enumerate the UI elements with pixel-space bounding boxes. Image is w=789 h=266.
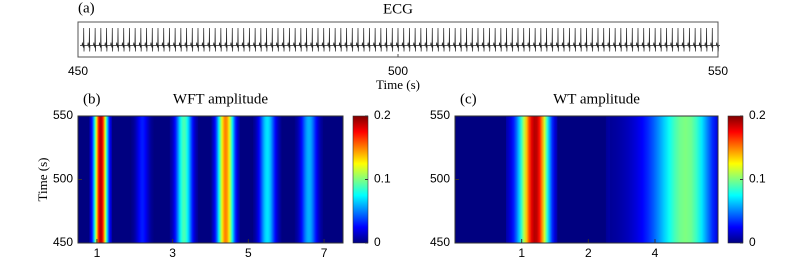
- chart-title: ECG: [383, 1, 413, 17]
- ridge: [609, 116, 718, 243]
- x-tick-label: 500: [388, 64, 408, 78]
- x-tick-label: 1: [518, 246, 525, 260]
- colorbar-tick-label: 0.2: [749, 108, 766, 122]
- x-axis-label: Time (s): [376, 77, 420, 92]
- colorbar-tick-label: 0.1: [749, 172, 766, 186]
- ridge: [131, 116, 154, 243]
- chart-title: WFT amplitude: [173, 91, 268, 107]
- y-tick-label: 500: [430, 172, 450, 186]
- ridge: [89, 116, 113, 243]
- y-axis-label: Time (s): [35, 158, 50, 202]
- colorbar-tick-label: 0: [374, 235, 381, 249]
- x-tick-label: 450: [68, 64, 88, 78]
- x-tick-label: 550: [708, 64, 728, 78]
- ridge: [211, 116, 240, 243]
- x-tick-label: 3: [169, 246, 176, 260]
- panel-label: (a): [78, 0, 95, 16]
- ridge: [294, 116, 324, 243]
- ridge: [253, 116, 282, 243]
- ecg-trace: [80, 27, 720, 52]
- ridge: [506, 116, 558, 243]
- chart-title: WT amplitude: [553, 91, 640, 107]
- panel-label: (b): [83, 91, 101, 107]
- panel-label: (c): [460, 91, 477, 107]
- x-tick-label: 1: [94, 246, 101, 260]
- y-tick-label: 550: [430, 108, 450, 122]
- colorbar-tick-label: 0.1: [374, 172, 391, 186]
- colorbar-tick-label: 0: [749, 235, 756, 249]
- x-tick-label: 7: [321, 246, 328, 260]
- colorbar-tick-label: 0.2: [374, 108, 391, 122]
- ridge: [169, 116, 199, 243]
- y-tick-label: 550: [53, 108, 73, 122]
- y-tick-label: 450: [430, 235, 450, 249]
- x-tick-label: 5: [245, 246, 252, 260]
- y-tick-label: 500: [53, 172, 73, 186]
- y-tick-label: 450: [53, 235, 73, 249]
- x-tick-label: 2: [585, 246, 592, 260]
- x-tick-label: 4: [652, 246, 659, 260]
